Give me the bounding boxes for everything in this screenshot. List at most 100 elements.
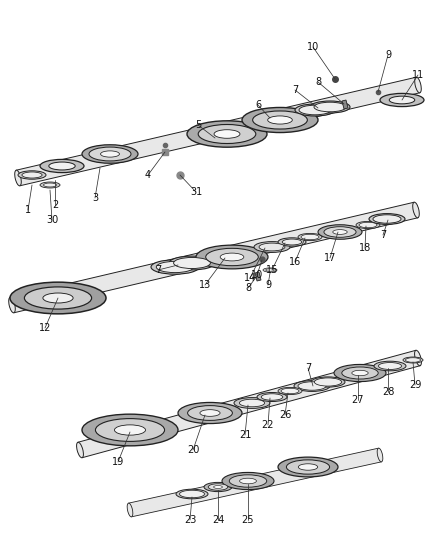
Ellipse shape bbox=[378, 362, 402, 369]
Ellipse shape bbox=[298, 233, 322, 240]
Ellipse shape bbox=[180, 490, 205, 498]
Text: 11: 11 bbox=[412, 70, 424, 80]
Ellipse shape bbox=[22, 172, 42, 178]
Text: 7: 7 bbox=[155, 265, 161, 275]
Ellipse shape bbox=[240, 478, 256, 484]
Ellipse shape bbox=[278, 387, 302, 394]
Ellipse shape bbox=[298, 464, 318, 470]
Ellipse shape bbox=[278, 238, 306, 246]
Ellipse shape bbox=[415, 350, 421, 366]
Text: 9: 9 bbox=[265, 280, 271, 290]
Ellipse shape bbox=[374, 361, 406, 371]
Polygon shape bbox=[128, 448, 381, 517]
Ellipse shape bbox=[114, 425, 145, 435]
Text: 15: 15 bbox=[266, 265, 278, 275]
Ellipse shape bbox=[229, 475, 267, 487]
Ellipse shape bbox=[176, 489, 208, 499]
Text: 31: 31 bbox=[190, 187, 202, 197]
Ellipse shape bbox=[352, 370, 368, 376]
Ellipse shape bbox=[214, 130, 240, 138]
Polygon shape bbox=[10, 202, 418, 313]
Ellipse shape bbox=[9, 297, 15, 313]
Text: 10: 10 bbox=[307, 42, 319, 52]
Text: 7: 7 bbox=[292, 85, 298, 95]
Ellipse shape bbox=[198, 125, 256, 143]
Ellipse shape bbox=[282, 239, 302, 245]
Ellipse shape bbox=[77, 442, 83, 458]
Ellipse shape bbox=[18, 171, 46, 179]
Text: 22: 22 bbox=[262, 420, 274, 430]
Ellipse shape bbox=[380, 93, 424, 107]
Text: 27: 27 bbox=[352, 395, 364, 405]
Ellipse shape bbox=[204, 482, 232, 491]
Text: 25: 25 bbox=[242, 515, 254, 525]
Text: 17: 17 bbox=[324, 253, 336, 263]
Ellipse shape bbox=[295, 104, 335, 116]
Ellipse shape bbox=[196, 245, 268, 269]
Ellipse shape bbox=[25, 287, 92, 309]
Text: 9: 9 bbox=[385, 50, 391, 60]
Ellipse shape bbox=[253, 111, 307, 129]
Ellipse shape bbox=[356, 221, 380, 229]
Ellipse shape bbox=[200, 410, 220, 416]
Ellipse shape bbox=[240, 399, 265, 407]
Ellipse shape bbox=[208, 484, 228, 490]
Polygon shape bbox=[78, 350, 420, 458]
Ellipse shape bbox=[40, 182, 60, 188]
Ellipse shape bbox=[151, 260, 199, 274]
Text: 8: 8 bbox=[245, 283, 251, 293]
Ellipse shape bbox=[310, 101, 350, 113]
Text: 5: 5 bbox=[195, 120, 201, 130]
Ellipse shape bbox=[311, 377, 345, 387]
Polygon shape bbox=[16, 77, 420, 186]
Text: 30: 30 bbox=[46, 215, 58, 225]
Ellipse shape bbox=[187, 406, 233, 421]
Ellipse shape bbox=[301, 235, 319, 240]
Ellipse shape bbox=[95, 418, 165, 441]
Ellipse shape bbox=[178, 402, 242, 424]
Text: 29: 29 bbox=[409, 380, 421, 390]
Ellipse shape bbox=[43, 293, 73, 303]
Ellipse shape bbox=[359, 222, 377, 228]
Ellipse shape bbox=[298, 382, 326, 390]
Text: 14: 14 bbox=[244, 273, 256, 283]
Ellipse shape bbox=[333, 230, 347, 235]
Polygon shape bbox=[342, 100, 348, 109]
Text: 8: 8 bbox=[315, 77, 321, 87]
Ellipse shape bbox=[299, 105, 331, 115]
Text: 20: 20 bbox=[187, 445, 199, 455]
Ellipse shape bbox=[169, 256, 215, 270]
Ellipse shape bbox=[89, 147, 131, 161]
Ellipse shape bbox=[342, 367, 378, 379]
Ellipse shape bbox=[220, 253, 244, 261]
Text: 7: 7 bbox=[380, 230, 386, 240]
Ellipse shape bbox=[254, 241, 290, 253]
Text: 16: 16 bbox=[289, 257, 301, 267]
Ellipse shape bbox=[156, 261, 194, 272]
Text: 26: 26 bbox=[279, 410, 291, 420]
Ellipse shape bbox=[82, 145, 138, 163]
Ellipse shape bbox=[318, 225, 362, 239]
Ellipse shape bbox=[373, 215, 401, 223]
Text: 4: 4 bbox=[145, 170, 151, 180]
Text: 1: 1 bbox=[25, 205, 31, 215]
Ellipse shape bbox=[187, 121, 267, 147]
Ellipse shape bbox=[268, 116, 292, 124]
Ellipse shape bbox=[127, 503, 133, 517]
Polygon shape bbox=[255, 272, 261, 281]
Text: 6: 6 bbox=[255, 100, 261, 110]
Ellipse shape bbox=[214, 486, 223, 488]
Ellipse shape bbox=[15, 170, 21, 186]
Ellipse shape bbox=[259, 243, 285, 251]
Text: 21: 21 bbox=[239, 430, 251, 440]
Text: 18: 18 bbox=[359, 243, 371, 253]
Ellipse shape bbox=[314, 102, 346, 112]
Ellipse shape bbox=[40, 159, 84, 173]
Ellipse shape bbox=[413, 202, 419, 218]
Ellipse shape bbox=[406, 358, 420, 362]
Ellipse shape bbox=[294, 381, 330, 391]
Ellipse shape bbox=[314, 378, 342, 386]
Text: 19: 19 bbox=[112, 457, 124, 467]
Ellipse shape bbox=[281, 389, 299, 394]
Ellipse shape bbox=[234, 398, 270, 408]
